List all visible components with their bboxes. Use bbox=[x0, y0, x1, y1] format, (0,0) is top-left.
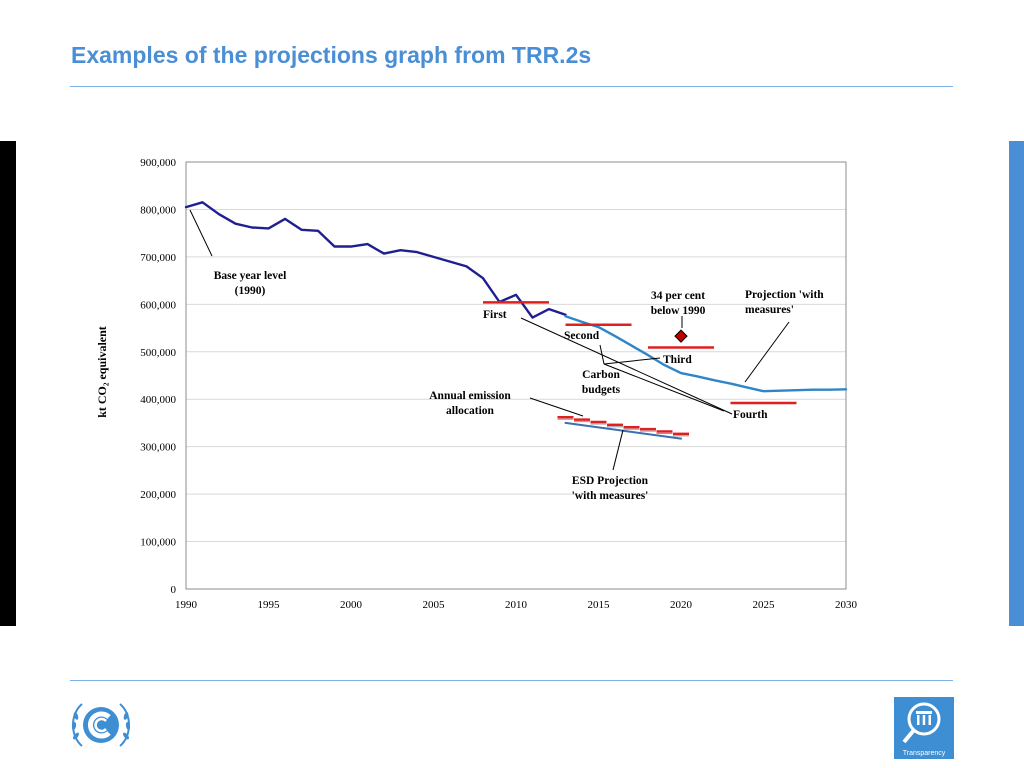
carbon-budgets-label: Carbon bbox=[582, 369, 620, 381]
unfccc-logo bbox=[71, 703, 131, 747]
left-edge-bar bbox=[0, 141, 16, 626]
annotation-layer: Base year level (1990) First Second Third Fou… bbox=[214, 270, 825, 502]
x-tick-label: 2005 bbox=[423, 599, 446, 611]
first-budget-label: First bbox=[483, 309, 507, 321]
second-budget-label: Second bbox=[564, 330, 600, 342]
y-tick-label: 900,000 bbox=[140, 157, 176, 169]
x-tick-label: 2030 bbox=[835, 599, 858, 611]
esd-projection-label: ESD Projection bbox=[572, 475, 649, 487]
y-tick-label: 600,000 bbox=[140, 299, 176, 311]
y-tick-label: 100,000 bbox=[140, 537, 176, 549]
third-budget-label: Third bbox=[663, 354, 692, 366]
x-tick-label: 2025 bbox=[753, 599, 776, 611]
esd-projection-label: 'with measures' bbox=[572, 490, 649, 502]
target-label: 34 per cent bbox=[651, 290, 705, 302]
annotation-leader-line bbox=[520, 317, 733, 415]
y-tick-label: 800,000 bbox=[140, 204, 176, 216]
x-tick-label: 2000 bbox=[340, 599, 363, 611]
annotation-leader-line bbox=[529, 397, 584, 417]
annotation-leader-line bbox=[603, 363, 725, 412]
target-marker bbox=[674, 329, 688, 343]
annotation-leader-line bbox=[612, 429, 624, 471]
title-divider bbox=[70, 86, 953, 87]
annual-allocation-label: allocation bbox=[446, 405, 495, 417]
footer-divider bbox=[70, 680, 953, 681]
y-tick-label: 200,000 bbox=[140, 489, 176, 501]
base-year-label: Base year level bbox=[214, 270, 287, 282]
projection-label: Projection 'with bbox=[745, 289, 824, 301]
axis-layer: 0 100,000 200,000 300,000 400,000 500,000 600,… bbox=[95, 157, 858, 611]
leader-lines bbox=[189, 209, 790, 471]
x-tick-label: 1990 bbox=[175, 599, 198, 611]
annotation-leader-line bbox=[189, 209, 213, 257]
annotation-leader-line bbox=[744, 321, 790, 383]
transparency-label: Transparency bbox=[902, 750, 946, 757]
transparency-logo: Transparency bbox=[894, 697, 954, 759]
y-tick-label: 0 bbox=[171, 584, 177, 596]
magnifier-icon bbox=[902, 702, 941, 744]
x-tick-label: 2015 bbox=[588, 599, 611, 611]
right-edge-bar bbox=[1009, 141, 1024, 626]
target-label: below 1990 bbox=[651, 305, 706, 317]
fourth-budget-label: Fourth bbox=[733, 409, 768, 421]
x-tick-label: 2020 bbox=[670, 599, 693, 611]
y-tick-label: 700,000 bbox=[140, 252, 176, 264]
carbon-budgets-label: budgets bbox=[582, 384, 621, 396]
base-year-label: (1990) bbox=[235, 285, 266, 297]
annotation-leader-line bbox=[599, 344, 605, 365]
slide-title: Examples of the projections graph from T… bbox=[71, 42, 592, 68]
y-tick-label: 300,000 bbox=[140, 442, 176, 454]
plot-frame bbox=[185, 161, 847, 590]
y-tick-label: 500,000 bbox=[140, 347, 176, 359]
projection-series-line bbox=[564, 315, 848, 393]
y-tick-label: 400,000 bbox=[140, 394, 176, 406]
historic-series-line bbox=[184, 201, 567, 319]
series-layer bbox=[184, 201, 848, 440]
x-tick-label: 2010 bbox=[505, 599, 528, 611]
annual-allocation-label: Annual emission bbox=[429, 390, 511, 402]
x-tick-label: 1995 bbox=[258, 599, 281, 611]
projection-label: measures' bbox=[745, 304, 794, 316]
annotation-leader-line bbox=[603, 357, 661, 365]
grid-layer bbox=[186, 208, 846, 543]
y-axis-label: kt CO₂ equivalent bbox=[95, 326, 109, 418]
